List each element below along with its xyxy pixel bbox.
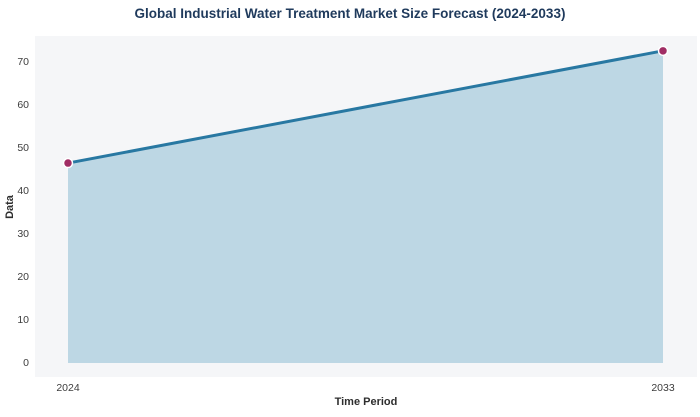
data-point-marker	[657, 45, 669, 57]
y-axis-label: Data	[4, 195, 16, 219]
y-tick-label: 0	[23, 357, 29, 369]
data-point-marker	[62, 157, 74, 169]
y-tick-label: 20	[17, 271, 29, 283]
series-area-fill	[68, 50, 663, 363]
plot-area	[35, 36, 697, 377]
y-tick-label: 50	[17, 142, 29, 154]
area-line-chart	[62, 45, 669, 363]
series-line	[66, 49, 665, 165]
x-tick-label: 2024	[56, 382, 80, 394]
y-tick-label: 70	[17, 56, 29, 68]
y-tick-label: 10	[17, 314, 29, 326]
y-tick-label: 30	[17, 228, 29, 240]
y-tick-label: 40	[17, 185, 29, 197]
x-axis-label: Time Period	[334, 396, 398, 408]
chart-title: Global Industrial Water Treatment Market…	[134, 6, 566, 21]
y-tick-label: 60	[17, 99, 29, 111]
x-tick-label: 2033	[651, 382, 675, 394]
